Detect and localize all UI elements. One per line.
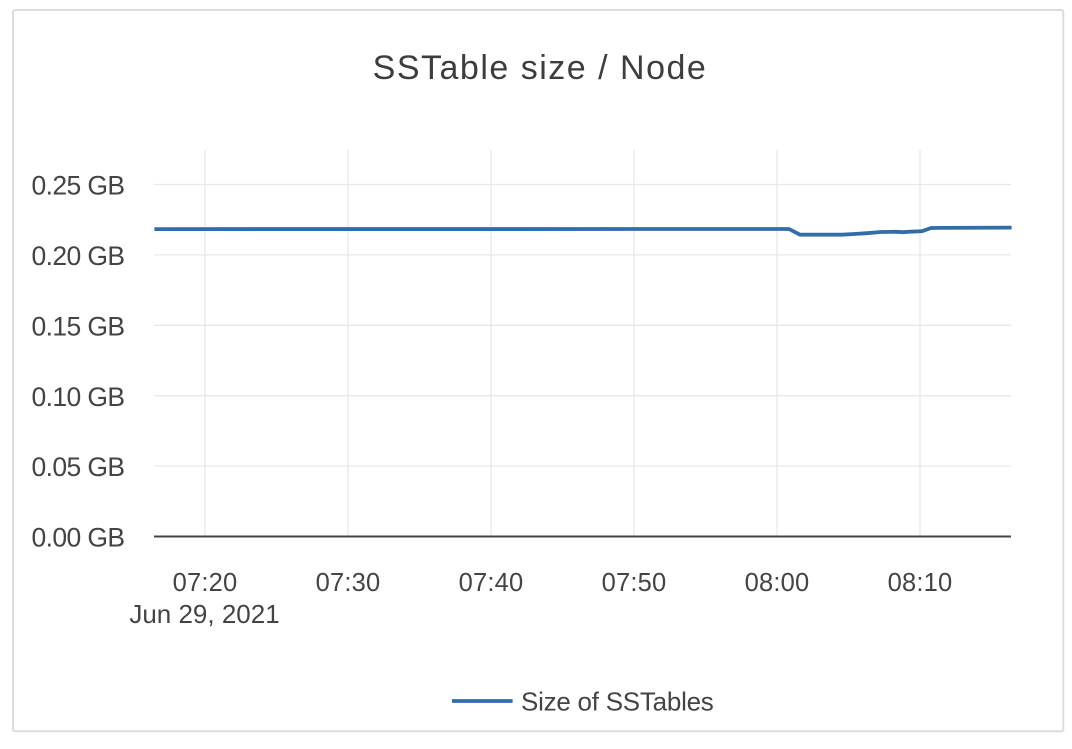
svg-text:Size of SSTables: Size of SSTables [521,687,714,717]
svg-text:07:40: 07:40 [459,569,524,597]
svg-text:0.05 GB: 0.05 GB [31,452,124,482]
svg-text:SSTable size / Node: SSTable size / Node [373,49,708,87]
svg-text:07:20: 07:20 [173,569,238,597]
svg-text:07:30: 07:30 [316,569,381,597]
svg-text:08:00: 08:00 [745,569,810,597]
svg-text:Jun 29, 2021: Jun 29, 2021 [129,599,279,629]
svg-text:0.20 GB: 0.20 GB [31,241,124,271]
svg-text:08:10: 08:10 [888,569,953,597]
svg-text:07:50: 07:50 [602,569,667,597]
svg-text:0.25 GB: 0.25 GB [31,171,124,201]
svg-text:0.10 GB: 0.10 GB [31,382,124,412]
svg-text:0.00 GB: 0.00 GB [31,523,124,553]
svg-text:0.15 GB: 0.15 GB [31,311,124,341]
